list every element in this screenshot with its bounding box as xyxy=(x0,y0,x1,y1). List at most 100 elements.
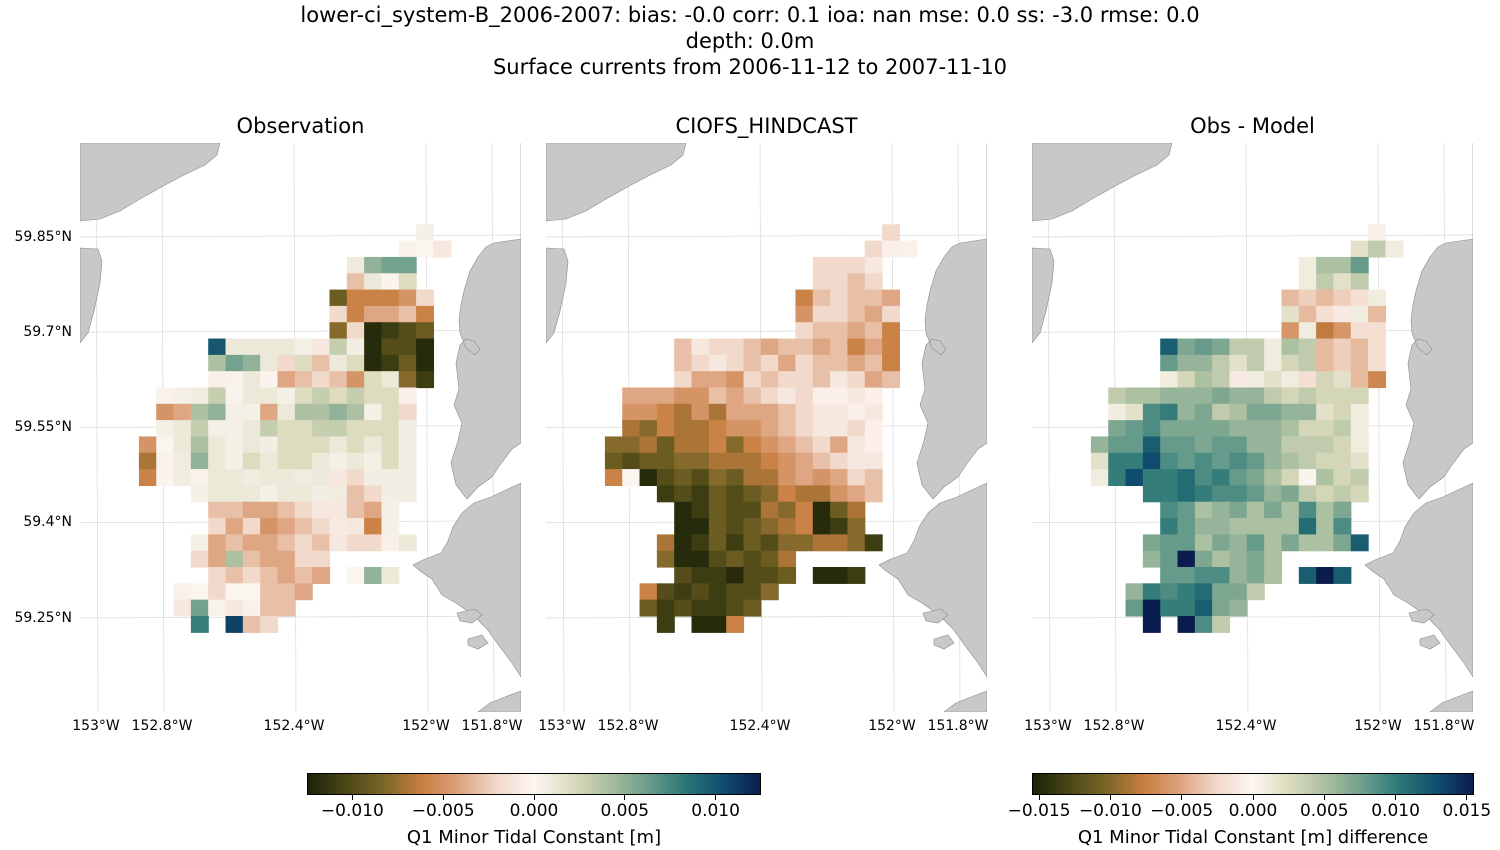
grid-cell xyxy=(260,534,279,552)
grid-cell xyxy=(1316,534,1335,552)
grid-cell xyxy=(294,567,313,584)
grid-cell xyxy=(1142,550,1161,568)
grid-cell xyxy=(398,354,417,372)
grid-cell xyxy=(381,452,400,470)
grid-cell xyxy=(190,452,209,470)
grid-cell xyxy=(656,534,675,552)
title-stats: lower-ci_system-B_2006-2007: bias: -0.0 … xyxy=(300,3,1200,27)
grid-cell xyxy=(1194,599,1213,617)
grid-cell xyxy=(1160,403,1179,421)
grid-cell xyxy=(830,436,849,454)
grid-cell xyxy=(847,403,866,421)
grid-cell xyxy=(398,289,417,307)
grid-cell xyxy=(795,338,814,356)
grid-cell xyxy=(847,501,866,519)
grid-cell xyxy=(1350,403,1369,421)
grid-cell xyxy=(364,420,383,438)
parallel-gridline xyxy=(80,329,521,333)
grid-cell xyxy=(1194,338,1213,356)
lon-label: 152.4°W xyxy=(1215,718,1277,734)
lon-label: 151.8°W xyxy=(461,718,523,734)
lat-label: 59.7°N xyxy=(23,324,72,340)
grid-cell xyxy=(225,387,244,405)
grid-cell xyxy=(190,436,209,454)
grid-cell xyxy=(1350,289,1369,307)
grid-cell xyxy=(1316,501,1335,519)
grid-cell xyxy=(1333,469,1352,487)
grid-cell xyxy=(1177,338,1196,356)
grid-cell xyxy=(1298,354,1317,372)
grid-cell xyxy=(346,420,365,438)
grid-cell xyxy=(1212,338,1231,356)
grid-cell xyxy=(277,387,296,405)
grid-cell xyxy=(190,583,209,601)
grid-cell xyxy=(708,403,727,421)
grid-cell xyxy=(812,403,831,421)
grid-cell xyxy=(364,289,383,307)
grid-cell xyxy=(1229,583,1248,601)
land-polygon xyxy=(456,608,483,624)
colorbar-tick-mark xyxy=(1038,795,1040,800)
grid-cell xyxy=(847,322,866,340)
grid-cell xyxy=(1350,469,1369,487)
grid-cell xyxy=(242,534,261,552)
parallel-gridline xyxy=(546,234,987,238)
grid-cell xyxy=(1194,534,1213,552)
grid-cell xyxy=(277,534,296,552)
grid-cell xyxy=(381,485,400,503)
grid-cell xyxy=(190,387,209,405)
map-panel-difference[interactable] xyxy=(1032,143,1473,712)
grid-cell xyxy=(1160,338,1179,356)
land-polygon xyxy=(546,143,687,222)
grid-cell xyxy=(1281,501,1300,519)
grid-cell xyxy=(398,420,417,438)
grid-cell xyxy=(208,485,227,503)
grid-cell xyxy=(726,615,745,633)
grid-cell xyxy=(899,240,918,258)
grid-cell xyxy=(260,403,279,421)
grid-cell xyxy=(381,469,400,487)
grid-cell xyxy=(277,518,296,535)
grid-cell xyxy=(277,371,296,389)
title-depth: depth: 0.0m xyxy=(685,29,815,53)
map-panel-model[interactable] xyxy=(546,143,987,712)
map-panel-observation[interactable] xyxy=(80,143,521,712)
lon-label: 151.8°W xyxy=(1413,718,1475,734)
grid-cell xyxy=(622,452,641,470)
grid-cell xyxy=(242,469,261,487)
grid-cell xyxy=(1368,224,1387,242)
grid-cell xyxy=(1316,338,1335,356)
lon-label: 152°W xyxy=(402,718,450,734)
grid-cell xyxy=(294,338,313,356)
grid-cell xyxy=(1142,534,1161,552)
grid-cell xyxy=(847,289,866,307)
grid-cell xyxy=(225,338,244,356)
grid-cell xyxy=(1333,273,1352,291)
grid-cell xyxy=(242,567,261,584)
grid-cell xyxy=(1350,256,1369,274)
grid-cell xyxy=(830,387,849,405)
lon-label: 152.4°W xyxy=(263,718,325,734)
grid-cell xyxy=(1281,452,1300,470)
grid-cell xyxy=(1298,518,1317,535)
grid-cell xyxy=(1229,599,1248,617)
lon-label: 152.4°W xyxy=(729,718,791,734)
grid-cell xyxy=(691,469,710,487)
grid-cell xyxy=(708,485,727,503)
grid-cell xyxy=(260,599,279,617)
grid-cell xyxy=(760,583,779,601)
grid-cell xyxy=(1316,354,1335,372)
colorbar-tick-mark xyxy=(715,795,717,800)
grid-cell xyxy=(312,518,331,535)
grid-cell xyxy=(760,371,779,389)
grid-cell xyxy=(1194,420,1213,438)
grid-cell xyxy=(1333,518,1352,535)
grid-cell xyxy=(743,485,762,503)
grid-cell xyxy=(795,322,814,340)
grid-cell xyxy=(1281,305,1300,323)
grid-cell xyxy=(830,338,849,356)
grid-cell xyxy=(381,436,400,454)
grid-cell xyxy=(398,387,417,405)
grid-cell xyxy=(1246,387,1265,405)
grid-cell xyxy=(778,469,797,487)
